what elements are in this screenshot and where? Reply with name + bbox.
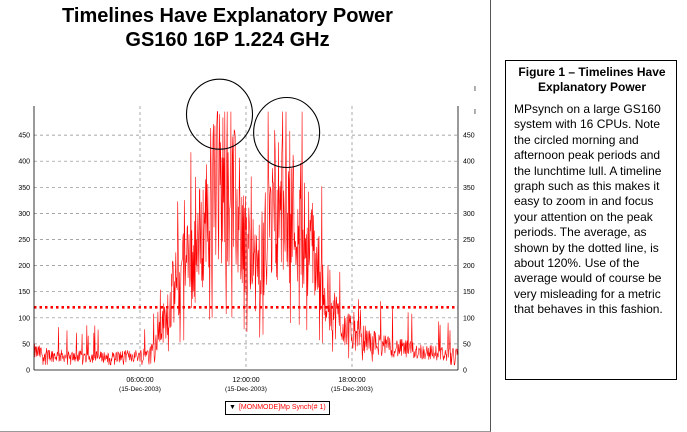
line-chart: 0 50 100 150 200 250 300 350 400 450 0 50 100 150 200 2… <box>18 78 476 393</box>
right-y-tick-label: 400 <box>463 159 475 166</box>
x-tick-label: 06:00:00 <box>126 377 153 384</box>
x-tick-label: 18:00:00 <box>338 377 365 384</box>
right-y-tick-label: 450 <box>463 133 475 140</box>
x-tick-date-label: (15-Dec-2003) <box>119 386 161 393</box>
right-y-stray-mark: I <box>474 109 476 116</box>
grid <box>34 106 458 370</box>
right-y-tick-label: 300 <box>463 211 475 218</box>
y-tick-label: 100 <box>18 315 30 322</box>
series-line <box>33 111 459 366</box>
x-tick-date-label: (15-Dec-2003) <box>331 386 373 393</box>
legend-dropdown-icon[interactable]: ▼ <box>229 404 236 411</box>
y-tick-label: 0 <box>26 368 30 375</box>
figure-caption: Figure 1 – Timelines Have Explanatory Po… <box>505 60 677 380</box>
peak-circle-annotation <box>185 78 254 150</box>
y-tick-label: 350 <box>18 185 30 192</box>
y-tick-label: 50 <box>22 341 30 348</box>
axes: 0 50 100 150 200 250 300 350 400 450 0 50 100 150 200 2… <box>18 86 476 393</box>
peak-circle-annotation <box>253 96 321 169</box>
right-y-tick-label: 150 <box>463 289 475 296</box>
y-tick-label: 400 <box>18 159 30 166</box>
right-y-tick-label: 100 <box>463 315 475 322</box>
legend[interactable]: ▼ [MONMODE]Mp Synch(# 1) <box>225 401 330 415</box>
y-tick-label: 250 <box>18 237 30 244</box>
right-y-stray-mark: I <box>474 86 476 93</box>
annotations <box>185 78 321 169</box>
right-y-tick-label: 50 <box>463 341 471 348</box>
series-layer <box>33 111 459 366</box>
caption-body: MPsynch on a large GS160 system with 16 … <box>514 102 663 317</box>
y-tick-label: 150 <box>18 289 30 296</box>
right-y-tick-label: 200 <box>463 263 475 270</box>
chart-panel: Timelines Have Explanatory Power GS160 1… <box>0 0 491 432</box>
legend-series-label: [MONMODE]Mp Synch(# 1) <box>238 404 326 411</box>
y-tick-label: 300 <box>18 211 30 218</box>
right-y-tick-label: 250 <box>463 237 475 244</box>
x-tick-date-label: (15-Dec-2003) <box>225 386 267 393</box>
y-tick-label: 200 <box>18 263 30 270</box>
caption-title: Figure 1 – Timelines Have Explanatory Po… <box>518 65 666 94</box>
right-y-tick-label: 350 <box>463 185 475 192</box>
y-tick-label: 450 <box>18 133 30 140</box>
right-y-tick-label: 0 <box>463 368 467 375</box>
x-tick-label: 12:00:00 <box>232 377 259 384</box>
chart-title: Timelines Have Explanatory Power <box>62 5 393 27</box>
chart-subtitle: GS160 16P 1.224 GHz <box>125 29 330 51</box>
